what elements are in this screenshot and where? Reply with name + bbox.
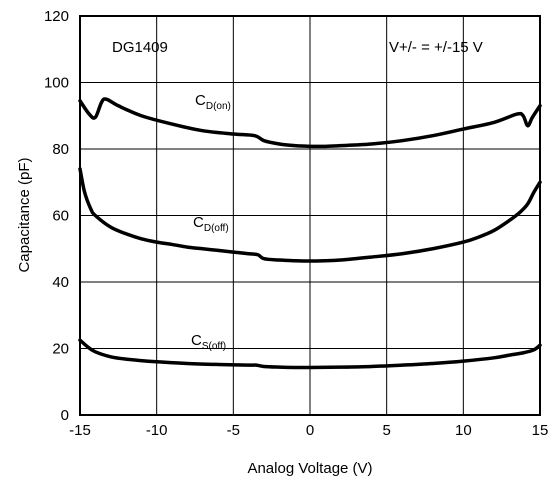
y-tick-label: 20 (52, 341, 69, 358)
series-label-main: C (195, 92, 206, 109)
series-label-subscript: D(off) (204, 223, 229, 234)
y-tick-label: 60 (52, 208, 69, 225)
y-tick-label: 80 (52, 141, 69, 158)
x-tick-label: 5 (382, 422, 390, 439)
tick-labels: -15 -10 -5 0 5 10 15 0 20 40 60 80 100 120 (44, 8, 548, 439)
y-tick-label: 0 (61, 407, 69, 424)
cd-on-label: CD(on) (195, 92, 231, 112)
cd-off-label: CD(off) (193, 214, 229, 234)
series-label-subscript: S(off) (202, 341, 226, 352)
x-tick-label: -5 (227, 422, 240, 439)
plot-frame (79, 15, 541, 416)
x-tick-label: -10 (146, 422, 168, 439)
cs-off-curve (78, 338, 542, 370)
x-axis-label: Analog Voltage (V) (247, 460, 372, 477)
series-label-main: C (191, 332, 202, 349)
x-tick-label: 15 (532, 422, 549, 439)
y-tick-label: 100 (44, 75, 69, 92)
grid-lines (79, 15, 541, 416)
y-axis-label: Capacitance (pF) (16, 157, 33, 272)
series-label-subscript: D(on) (206, 101, 231, 112)
annotation-device: DG1409 (112, 39, 168, 56)
cd-off-curve (78, 167, 542, 263)
x-tick-label: -15 (69, 422, 91, 439)
y-tick-label: 40 (52, 274, 69, 291)
series-curves (78, 97, 542, 370)
annotation-supply: V+/- = +/-15 V (389, 39, 483, 56)
cs-off-label: CS(off) (191, 332, 226, 352)
x-tick-label: 0 (306, 422, 314, 439)
series-label-main: C (193, 214, 204, 231)
series-labels: CD(on)CD(off)CS(off) (191, 92, 231, 352)
cd-on-curve (78, 97, 542, 149)
x-tick-label: 10 (455, 422, 472, 439)
y-tick-label: 120 (44, 8, 69, 25)
